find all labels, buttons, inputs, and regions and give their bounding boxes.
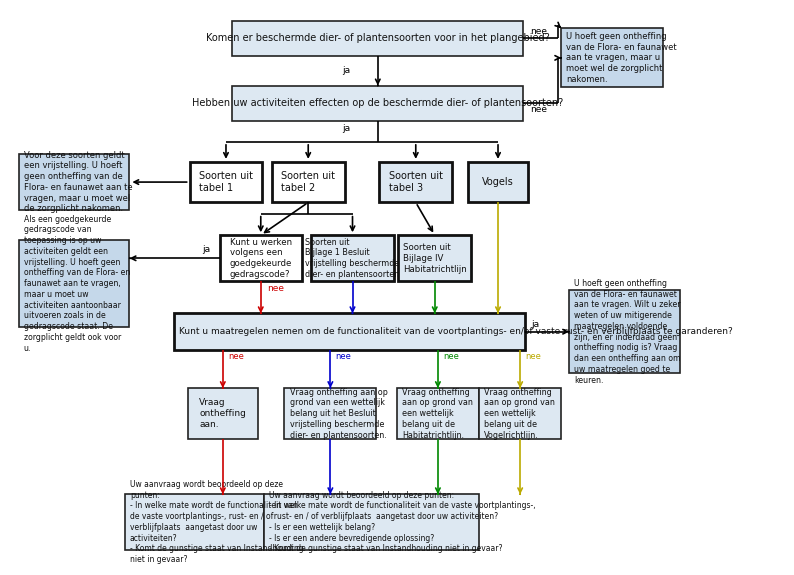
Text: nee: nee xyxy=(335,352,351,361)
Text: ja: ja xyxy=(342,125,350,133)
Text: Als een goedgekeurde
gedragscode van
toepassing is op uw
activiteiten geldt een
: Als een goedgekeurde gedragscode van toe… xyxy=(24,214,130,352)
FancyBboxPatch shape xyxy=(220,235,302,281)
FancyBboxPatch shape xyxy=(468,162,528,202)
FancyBboxPatch shape xyxy=(479,388,561,439)
FancyBboxPatch shape xyxy=(380,162,452,202)
Text: Soorten uit
Bijlage IV
Habitatrichtlijn: Soorten uit Bijlage IV Habitatrichtlijn xyxy=(403,243,467,274)
Text: nee: nee xyxy=(530,105,546,114)
FancyBboxPatch shape xyxy=(188,388,257,439)
FancyBboxPatch shape xyxy=(174,313,525,350)
Text: Soorten uit
tabel 3: Soorten uit tabel 3 xyxy=(389,171,443,193)
FancyBboxPatch shape xyxy=(19,240,129,328)
FancyBboxPatch shape xyxy=(311,235,394,281)
FancyBboxPatch shape xyxy=(190,162,262,202)
Text: Vraag ontheffing aan op
grond van een wettelijk
belang uit het Besluit
vrijstell: Vraag ontheffing aan op grond van een we… xyxy=(290,388,387,439)
Text: nee: nee xyxy=(525,352,541,361)
FancyBboxPatch shape xyxy=(125,494,264,550)
Text: ja: ja xyxy=(202,246,210,254)
Text: Vraag
ontheffing
aan.: Vraag ontheffing aan. xyxy=(199,398,246,429)
FancyBboxPatch shape xyxy=(569,290,680,374)
Text: Vraag ontheffing
aan op grond van
een wettelijk
belang uit de
Habitatrichtlijn.: Vraag ontheffing aan op grond van een we… xyxy=(402,388,472,439)
Text: ja: ja xyxy=(531,320,539,329)
Text: Vogels: Vogels xyxy=(482,177,514,187)
Text: U hoeft geen ontheffing
van de Flora- en faunawet
aan te vragen, maar u
moet wel: U hoeft geen ontheffing van de Flora- en… xyxy=(566,32,677,84)
Text: Kunt u werken
volgens een
goedgekeurde
gedragscode?: Kunt u werken volgens een goedgekeurde g… xyxy=(229,237,292,279)
FancyBboxPatch shape xyxy=(397,388,479,439)
Text: Voor deze soorten geldt
een vrijstelling. U hoeft
geen ontheffing van de
Flora- : Voor deze soorten geldt een vrijstelling… xyxy=(24,151,133,213)
Text: Komen er beschermde dier- of plantensoorten voor in het plangebied?: Komen er beschermde dier- of plantensoor… xyxy=(206,33,549,43)
FancyBboxPatch shape xyxy=(233,86,523,121)
Text: nee: nee xyxy=(267,283,284,293)
Text: nee: nee xyxy=(530,27,546,36)
FancyBboxPatch shape xyxy=(272,162,345,202)
Text: Soorten uit
tabel 2: Soorten uit tabel 2 xyxy=(281,171,335,193)
FancyBboxPatch shape xyxy=(561,28,662,87)
Text: Kunt u maatregelen nemen om de functionaliteit van de voortplantings- en/of vast: Kunt u maatregelen nemen om de functiona… xyxy=(179,327,733,336)
Text: Vraag ontheffing
aan op grond van
een wettelijk
belang uit de
Vogelrichtlijn.: Vraag ontheffing aan op grond van een we… xyxy=(484,388,555,439)
Text: Uw aanvraag wordt beoordeeld op deze punten:
- In welke mate wordt de functional: Uw aanvraag wordt beoordeeld op deze pun… xyxy=(269,490,536,553)
FancyBboxPatch shape xyxy=(19,155,129,210)
Text: Uw aanvraag wordt beoordeeld op deze
punten:
- In welke mate wordt de functional: Uw aanvraag wordt beoordeeld op deze pun… xyxy=(129,480,303,564)
Text: Soorten uit
Bijlage 1 Besluit
vrijstelling beschermde
dier- en plantensoorten: Soorten uit Bijlage 1 Besluit vrijstelli… xyxy=(306,237,399,279)
Text: U hoeft geen ontheffing
van de Flora- en faunawet
aan te vragen. Wilt u zeker
we: U hoeft geen ontheffing van de Flora- en… xyxy=(574,279,681,385)
FancyBboxPatch shape xyxy=(399,235,471,281)
Text: Hebben uw activiteiten effecten op de beschermde dier- of plantensoorten?: Hebben uw activiteiten effecten op de be… xyxy=(192,98,564,108)
Text: Soorten uit
tabel 1: Soorten uit tabel 1 xyxy=(199,171,253,193)
FancyBboxPatch shape xyxy=(264,494,479,550)
Text: ja: ja xyxy=(342,66,350,75)
Text: nee: nee xyxy=(228,352,244,361)
FancyBboxPatch shape xyxy=(233,21,523,56)
FancyBboxPatch shape xyxy=(284,388,376,439)
Text: nee: nee xyxy=(443,352,459,361)
